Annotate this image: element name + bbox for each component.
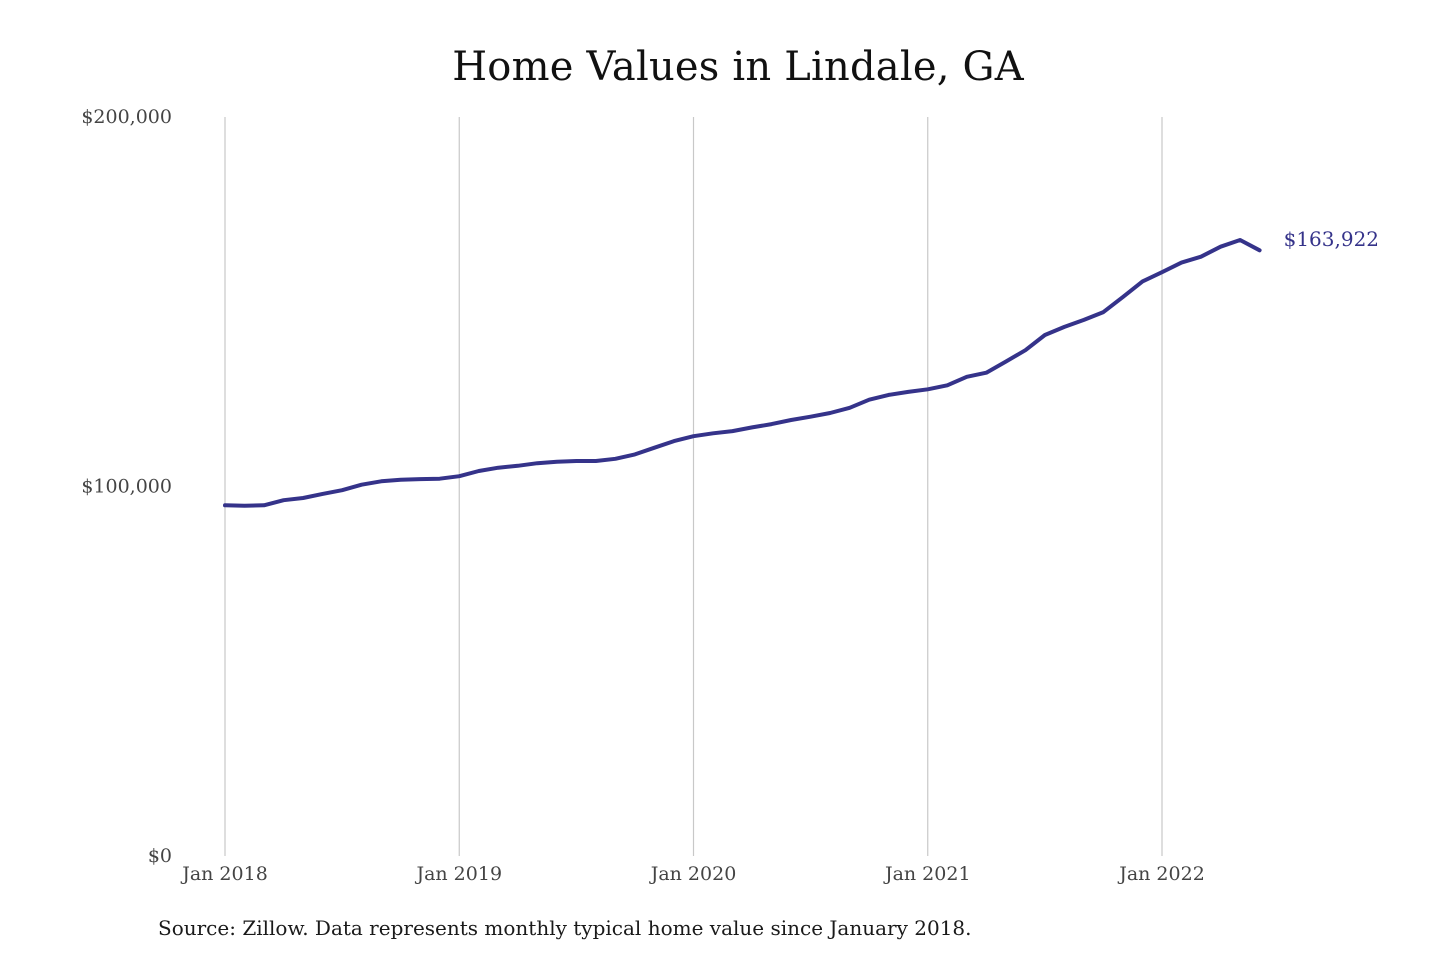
x-axis: Jan 2018 Jan 2019 Jan 2020 Jan 2021 Jan 2022	[180, 863, 1205, 885]
data-point	[965, 375, 969, 379]
data-point	[477, 469, 481, 473]
data-point	[555, 460, 559, 464]
data-point	[399, 478, 403, 482]
data-point	[867, 398, 871, 402]
y-axis: $0 $100,000 $200,000	[81, 106, 172, 867]
data-point	[321, 492, 325, 496]
data-point	[613, 457, 617, 461]
data-point	[926, 387, 930, 391]
x-tick-label: Jan 2019	[414, 863, 502, 885]
data-point	[301, 496, 305, 500]
data-point	[223, 503, 227, 507]
data-point	[1238, 238, 1242, 242]
x-tick-label: Jan 2020	[649, 863, 737, 885]
data-point	[711, 431, 715, 435]
data-point	[809, 415, 813, 419]
x-tick-label: Jan 2022	[1117, 863, 1205, 885]
data-point	[692, 434, 696, 438]
data-point	[1023, 348, 1027, 352]
data-point	[1160, 270, 1164, 274]
data-point	[887, 393, 891, 397]
data-point	[594, 459, 598, 463]
data-point	[1180, 261, 1184, 265]
y-tick-label: $100,000	[81, 476, 172, 498]
data-point	[438, 477, 442, 481]
data-point	[906, 390, 910, 394]
data-point	[574, 459, 578, 463]
data-point	[1062, 325, 1066, 329]
data-point	[1121, 295, 1125, 299]
data-point	[984, 371, 988, 375]
data-point	[457, 474, 461, 478]
data-point	[496, 466, 500, 470]
data-point	[770, 422, 774, 426]
series-line	[223, 238, 1262, 508]
series-layer: $163,922	[223, 227, 1379, 508]
data-point	[282, 498, 286, 502]
data-point	[1141, 279, 1145, 283]
chart-title: Home Values in Lindale, GA	[452, 44, 1024, 90]
data-point	[262, 503, 266, 507]
data-point	[1101, 310, 1105, 314]
y-tick-label: $0	[148, 845, 172, 867]
data-point	[1199, 255, 1203, 259]
data-point	[379, 479, 383, 483]
y-tick-label: $200,000	[81, 106, 172, 128]
data-point	[633, 452, 637, 456]
x-tick-label: Jan 2018	[180, 863, 268, 885]
gridlines	[224, 117, 1163, 856]
data-point	[243, 504, 247, 508]
x-tick-label: Jan 2021	[883, 863, 971, 885]
data-point	[1082, 318, 1086, 322]
end-value-label: $163,922	[1284, 227, 1379, 251]
data-point	[535, 461, 539, 465]
data-point	[340, 488, 344, 492]
data-point	[1004, 360, 1008, 364]
data-point	[848, 406, 852, 410]
data-point	[750, 425, 754, 429]
data-point	[360, 483, 364, 487]
data-point	[1219, 245, 1223, 249]
data-point	[945, 383, 949, 387]
data-point	[672, 439, 676, 443]
data-point	[731, 429, 735, 433]
data-point	[1043, 333, 1047, 337]
data-point	[828, 411, 832, 415]
data-point	[516, 464, 520, 468]
data-point	[1258, 248, 1262, 252]
data-point	[418, 477, 422, 481]
data-point	[789, 418, 793, 422]
source-note: Source: Zillow. Data represents monthly …	[158, 916, 972, 940]
data-point	[653, 446, 657, 450]
